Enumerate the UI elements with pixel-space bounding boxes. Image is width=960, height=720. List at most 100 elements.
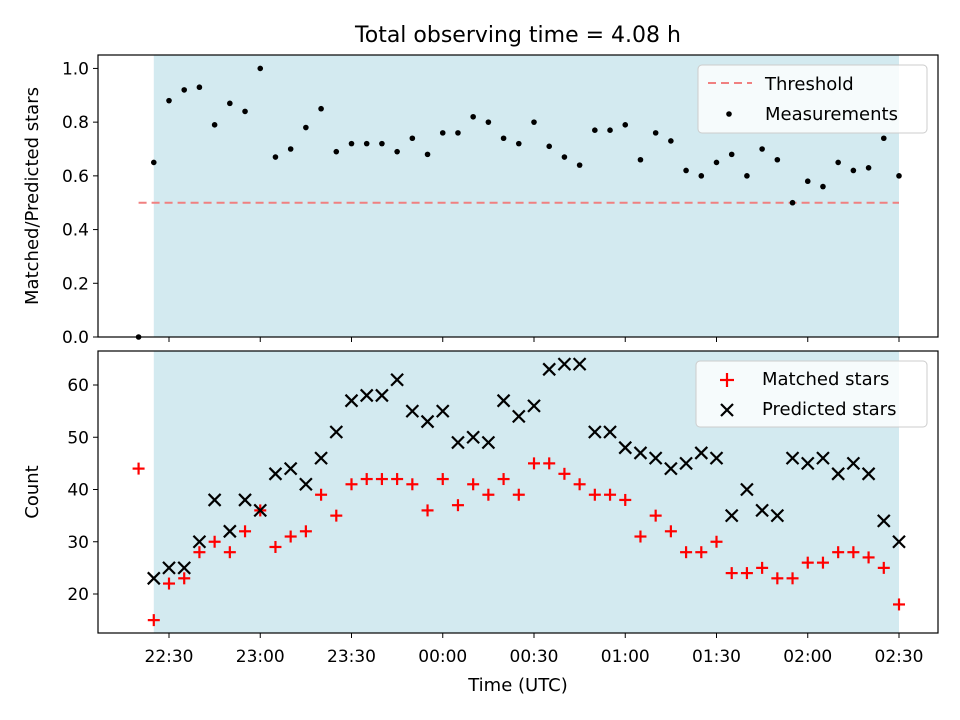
count-y-ticks: 20 30 40 50 60 [67,376,98,605]
count-x-tick-label: 02:30 [875,647,924,667]
matched-star-point [208,535,221,548]
matched-star-point [664,525,677,538]
measurement-point [546,143,553,150]
matched-star-point [847,546,860,559]
matched-star-point [193,546,206,559]
predicted-star-point [831,467,845,481]
count-legend-box [695,360,928,428]
predicted-star-point [344,393,359,408]
matched-star-point [710,535,723,548]
measurement-point [774,156,781,163]
matched-star-point [801,556,814,569]
matched-star-point [178,572,191,585]
matched-star-point [436,473,449,486]
matched-star-point [893,598,905,611]
ratio-legend-box [697,64,928,134]
count-x-tick-label: 22:30 [145,647,194,667]
matched-star-point [391,473,404,486]
measurement-point [576,162,583,168]
predicted-star-point [435,404,450,418]
count-legend: Matched stars Predicted stars [695,360,928,428]
predicted-star-point [207,493,222,507]
predicted-star-point [648,451,663,465]
matched-star-point [132,462,145,475]
measurement-point [820,183,826,190]
predicted-star-point [755,503,769,518]
count-x-tick-label: 01:00 [601,647,650,667]
matched-star-point [528,457,540,470]
predicted-star-point [192,534,207,549]
predicted-star-point [892,534,906,549]
matched-star-point [482,488,495,501]
matched-star-point [406,478,419,491]
matched-star-point [862,551,875,564]
matched-star-point [604,488,617,501]
measurement-point [744,173,750,179]
count-y-tick-label: 60 [67,376,89,396]
measurement-point [424,151,431,158]
measurement-point [318,105,324,112]
predicted-star-point [283,461,298,476]
measurement-point [394,148,400,155]
matched-star-point [330,509,343,522]
measurement-point [515,140,522,147]
matched-star-point [163,577,175,590]
predicted-star-point [496,393,511,408]
count-y-tick-label: 50 [67,428,89,448]
matched-star-point [740,567,753,580]
predicted-star-point [572,357,587,371]
count-y-tick-label: 30 [67,533,89,553]
matched-star-point [223,546,236,559]
predicted-star-point [740,482,754,497]
measurement-point [409,135,416,142]
measurement-point [728,151,735,158]
matched-star-point [269,540,282,553]
predicted-star-point [238,493,252,507]
predicted-star-point [770,508,785,523]
matched-star-point [588,488,601,501]
matched-star-point [786,572,799,585]
measurement-point [470,113,476,120]
predicted-star-point [694,446,709,460]
measurement-point [865,165,872,171]
predicted-star-point [147,571,161,586]
ratio-y-tick-label: 0.2 [62,274,89,294]
ratio-y-tick-label: 0.8 [62,113,89,133]
predicted-star-point [785,451,800,465]
measurement-point [485,119,492,125]
matched-star-point [832,546,845,559]
predicted-star-point [481,435,496,450]
measurement-point [759,146,765,152]
matched-star-point [467,478,480,491]
count-x-tick-label: 00:30 [510,647,559,667]
matched-star-point [360,473,373,486]
measurement-point [287,146,294,152]
predicted-star-point [816,451,830,465]
count-x-tick-label: 00:00 [418,647,467,667]
matched-star-point [816,556,829,569]
matched-star-point [299,525,312,538]
matched-star-point [147,614,160,627]
matched-star-point [543,457,556,470]
ratio-y-tick-label: 0.0 [62,328,89,348]
matched-star-point [315,488,328,501]
measurement-point [333,148,340,155]
ratio-x-ticks [168,337,900,342]
predicted-star-point [877,514,891,528]
matched-star-point [573,478,586,491]
predicted-star-point [375,388,389,403]
threshold-legend-label: Threshold [764,74,854,95]
predicted-star-point [861,467,876,481]
measurements-legend-swatch [726,111,732,117]
measurement-point [379,140,385,147]
measurement-point [211,122,218,128]
measurements-series [135,65,902,340]
measurement-point [150,159,157,166]
measurement-point [455,130,461,136]
matched-star-point [634,530,647,543]
matched-star-point [619,493,632,506]
matched-star-point [375,473,388,486]
matched-star-point [345,478,358,491]
predicted-star-point [679,456,693,471]
measurement-point [683,167,689,174]
